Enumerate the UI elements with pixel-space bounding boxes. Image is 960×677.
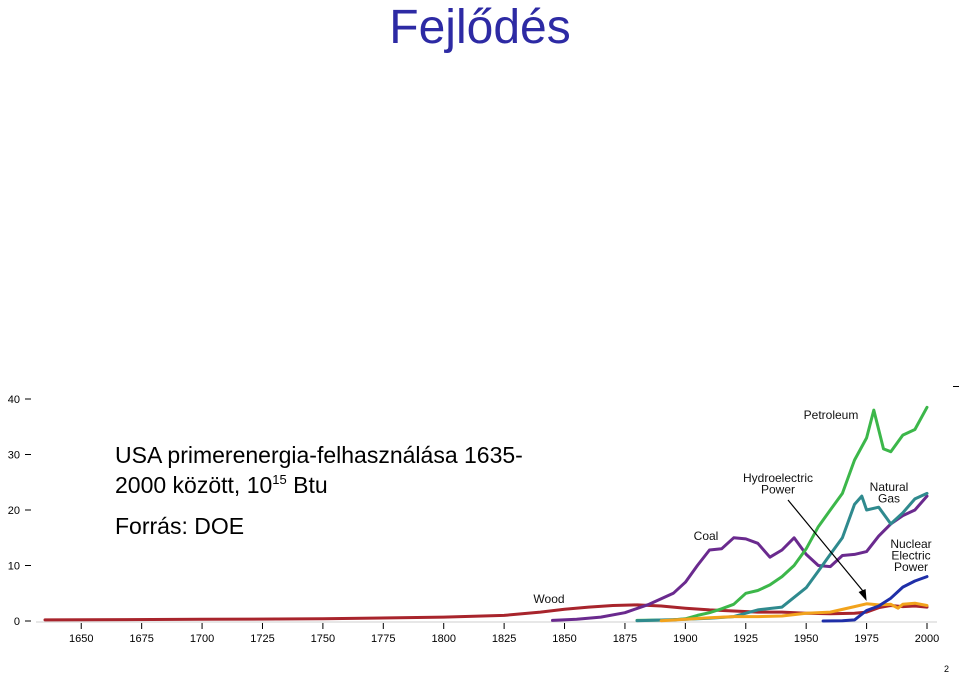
hydro-arrow-line (787, 499, 866, 594)
series-line-nuclear-electric-power (821, 575, 929, 623)
energy-consumption-chart: 0 10 20 30 40 1650 1675 1700 1725 1750 1775 1800 182… (8, 394, 939, 645)
slide-title: Fejlődés (389, 1, 571, 54)
x-tick-label: 1675 (129, 633, 153, 645)
x-tick-label: 1750 (311, 633, 335, 645)
caption-unit: Btu (286, 472, 328, 498)
x-tick-label: 1650 (69, 633, 93, 645)
series-label-wood: Wood (533, 592, 564, 606)
y-tick-label: 10 (8, 561, 20, 573)
caption-exponent: 15 (272, 472, 287, 487)
x-tick-label: 1725 (250, 633, 274, 645)
x-tick-label: 1950 (794, 633, 818, 645)
series-line-petroleum (635, 405, 929, 622)
series-label-natural-gas: Natural Gas (870, 480, 909, 506)
series-line-hydroelectric-power (659, 601, 929, 623)
page-number: 2 (943, 664, 949, 674)
x-tick-label: 1925 (734, 633, 758, 645)
x-tick-label: 2000 (915, 633, 939, 645)
x-tick-label: 1825 (492, 633, 516, 645)
hydro-arrow-head (858, 589, 867, 602)
y-tick-label: 40 (8, 394, 20, 406)
corner-mark (953, 386, 959, 387)
x-tick-label: 1875 (613, 633, 637, 645)
caption-line-2: 2000 között, 1015 Btu (115, 470, 555, 500)
source-note: Forrás: DOE (115, 513, 245, 539)
series-line-coal (551, 494, 929, 622)
chart-labels: Wood Coal Petroleum Hydroelectric Power Natur… (533, 408, 931, 606)
x-tick-label: 1975 (854, 633, 878, 645)
series-label-petroleum: Petroleum (804, 408, 859, 422)
series-label-hydroelectric-power: Hydroelectric Power (743, 471, 813, 497)
caption-line-1: USA primerenergia-felhasználása 1635- (115, 442, 523, 468)
series-label-coal: Coal (694, 529, 719, 543)
y-tick-label: 30 (8, 450, 20, 462)
chart-series (43, 405, 929, 623)
y-tick-label: 0 (14, 616, 20, 628)
x-tick-label: 1850 (552, 633, 576, 645)
series-label-nuclear-electric-power: Nuclear Electric Power (890, 537, 931, 574)
chart-caption: USA primerenergia-felhasználása 1635- 20… (115, 440, 555, 541)
chart-axes: 0 10 20 30 40 1650 1675 1700 1725 1750 1775 1800 182… (8, 394, 939, 645)
y-tick-label: 20 (8, 505, 20, 517)
series-line-wood (43, 603, 929, 622)
x-tick-label: 1800 (431, 633, 455, 645)
caption-line-2-text: 2000 között, 10 (115, 472, 273, 498)
x-tick-label: 1775 (371, 633, 395, 645)
x-tick-label: 1700 (190, 633, 214, 645)
x-tick-label: 1900 (673, 633, 697, 645)
